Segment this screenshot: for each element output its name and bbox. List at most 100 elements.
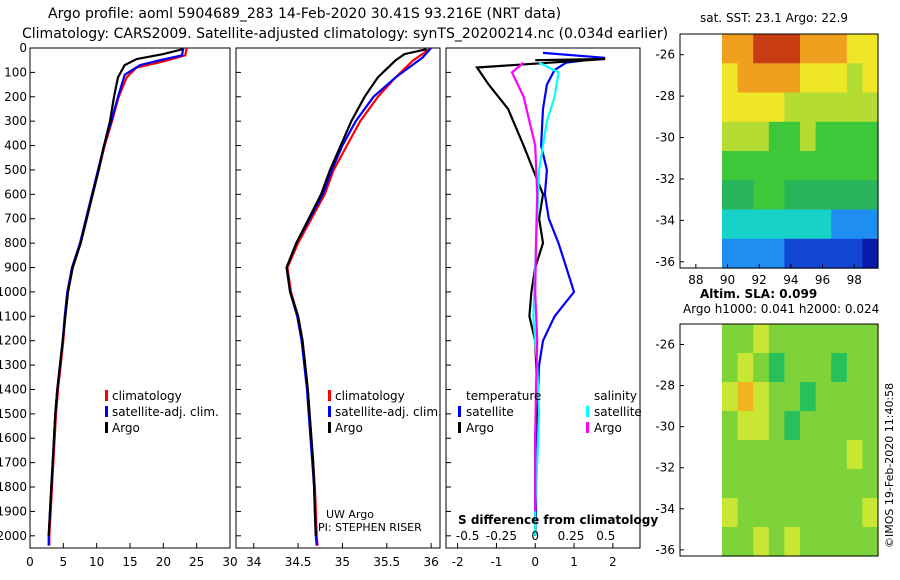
series-line-climatology	[286, 47, 432, 546]
map-cell	[722, 209, 739, 240]
legend-label: climatology	[112, 389, 182, 403]
y-tick-label: -26	[655, 338, 675, 352]
x-tick-label: 10	[89, 555, 104, 569]
map-cell	[846, 180, 863, 211]
map-cell	[862, 238, 879, 269]
map-cell	[753, 469, 770, 499]
y-tick-label: 900	[4, 261, 27, 275]
sla-map-panel: -26 -28 -30 -32 -34 -36 Altim. SLA: 0.099Argo …	[655, 287, 879, 557]
map-cell	[737, 180, 754, 211]
legend-label: satellite-adj. clim.	[112, 405, 219, 419]
map-cell	[831, 411, 848, 441]
map-cell	[862, 382, 879, 412]
map-cell	[800, 180, 817, 211]
x-tick-label: 20	[156, 555, 171, 569]
map-cell	[737, 34, 754, 64]
map-cell	[737, 353, 754, 383]
map-cell	[768, 121, 785, 152]
x-tick-label: -1	[490, 555, 502, 569]
map-cell	[862, 209, 879, 240]
map-cell	[722, 440, 739, 470]
map-cell	[753, 209, 770, 240]
map-cell	[800, 151, 817, 181]
map-cell	[862, 353, 879, 383]
figure-title-line2: Climatology: CARS2009. Satellite-adjuste…	[22, 26, 669, 42]
y-tick-label: 1100	[0, 309, 27, 323]
map-cell	[846, 411, 863, 441]
map-cell	[768, 238, 785, 269]
sst-map-panel: -26 -28 -30 -32 -34 -36 88 90 92 94 96 98 sat. SST: …	[655, 11, 879, 287]
map-cell	[722, 121, 739, 152]
legend-label: Argo	[112, 421, 140, 435]
map-cell	[737, 324, 754, 354]
map-cell	[737, 121, 754, 152]
map-cell	[722, 180, 739, 211]
x-tick-label: 1	[570, 555, 578, 569]
map-cell	[815, 180, 832, 211]
legend-marker	[105, 390, 108, 401]
x-tick-label-salinity: 0.5	[596, 529, 615, 543]
salinity-panel: 34 34.5 35 35.5 36 climatology satellite-adj. …	[235, 47, 442, 569]
x-tick-label: 36	[423, 555, 438, 569]
map-cell	[800, 527, 817, 557]
legend-group-title: temperature	[466, 389, 541, 403]
annotation-text: PI: STEPHEN RISER	[318, 521, 422, 534]
map-cell	[846, 527, 863, 557]
x-tick-label: 5	[60, 555, 68, 569]
y-tick-label: 100	[4, 65, 27, 79]
map-cell	[846, 34, 863, 64]
map-cell	[784, 498, 801, 528]
map-cell	[846, 121, 863, 152]
x-tick-label: 92	[752, 273, 767, 287]
y-tick-label: 0	[19, 41, 27, 55]
map-cell	[815, 469, 832, 499]
map-title: Altim. SLA: 0.099	[700, 287, 817, 301]
legend-marker	[586, 406, 589, 417]
x-tick-label-salinity: -0.5	[456, 529, 479, 543]
credit-text: ©IMOS 19-Feb-2020 11:40:58	[883, 383, 896, 548]
y-tick-label: 200	[4, 90, 27, 104]
y-tick-label: 2000	[0, 529, 27, 543]
map-cell	[815, 63, 832, 94]
map-frame	[679, 33, 879, 269]
axes-frame	[445, 47, 641, 549]
y-tick-label: -30	[655, 131, 675, 145]
legend-marker	[105, 422, 108, 433]
series-line-Argo	[285, 48, 427, 536]
map-cell	[753, 324, 770, 354]
x-tick-label: 34.5	[285, 555, 312, 569]
map-frame	[679, 323, 879, 557]
x-tick-label: 34	[246, 555, 261, 569]
map-cell	[800, 121, 817, 152]
map-cell	[846, 353, 863, 383]
y-tick-label: 300	[4, 114, 27, 128]
map-cell	[846, 498, 863, 528]
map-cell	[862, 180, 879, 211]
x-tick-label: -2	[452, 555, 464, 569]
map-cell	[737, 498, 754, 528]
map-cell	[862, 63, 879, 94]
map-cell	[737, 411, 754, 441]
map-cell	[846, 440, 863, 470]
y-tick-label: 1200	[0, 334, 27, 348]
map-cell	[737, 151, 754, 181]
y-tick-label: 700	[4, 212, 27, 226]
map-cell	[737, 238, 754, 269]
x-axis-label: S difference from climatology	[458, 513, 658, 527]
y-tick-label: -34	[655, 502, 675, 516]
legend-marker	[328, 422, 331, 433]
map-cell	[784, 63, 801, 94]
map-cell	[768, 382, 785, 412]
map-cell	[753, 63, 770, 94]
map-cell	[722, 324, 739, 354]
map-subtitle: Argo h1000: 0.041 h2000: 0.024	[683, 302, 879, 316]
map-cell	[784, 440, 801, 470]
x-tick-label: 94	[783, 273, 798, 287]
map-cell	[815, 527, 832, 557]
series-line-salinity-satellite	[532, 61, 560, 536]
y-tick-label: -26	[655, 48, 675, 62]
map-cell	[722, 382, 739, 412]
temperature-panel: 0100200300400500600700800900100011001200…	[0, 41, 238, 569]
map-cell	[753, 411, 770, 441]
